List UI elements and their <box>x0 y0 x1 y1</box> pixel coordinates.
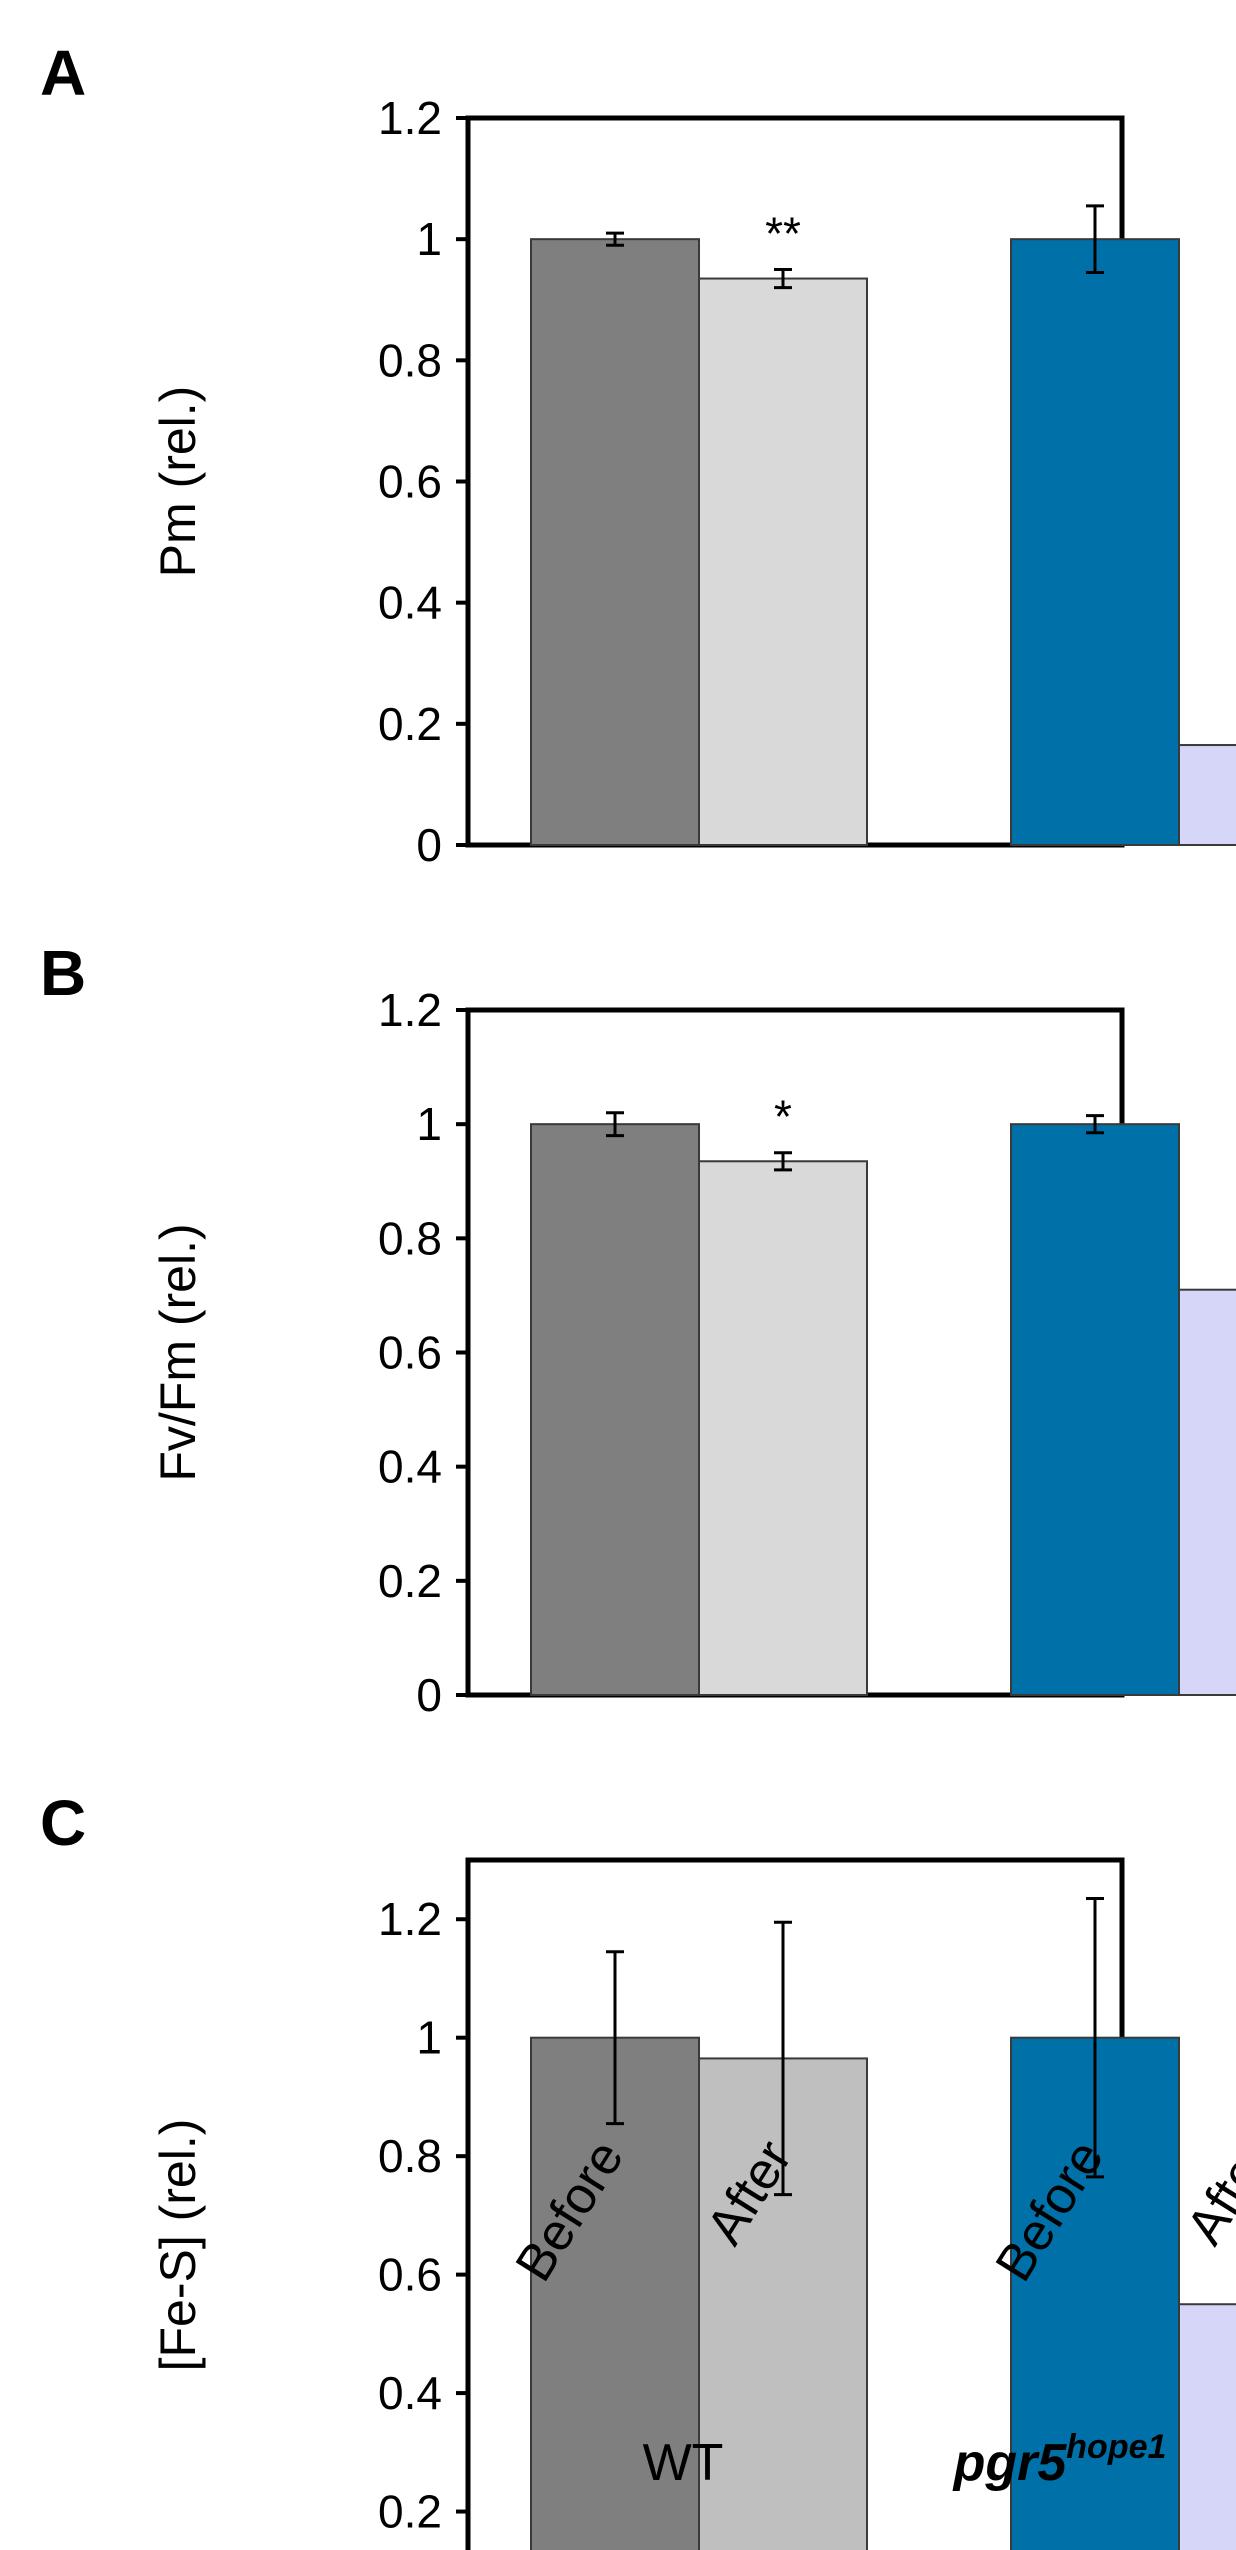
y-tick-label: 1.2 <box>378 92 442 144</box>
bar <box>1010 238 1180 846</box>
y-tick-label: 0.6 <box>378 2249 442 2301</box>
y-tick-label: 1.2 <box>378 1893 442 1945</box>
y-tick-label: 0.2 <box>378 698 442 750</box>
y-tick-label: 1 <box>416 2012 442 2064</box>
panel-letter: C <box>40 1787 86 1859</box>
y-tick-label: 0.8 <box>378 2130 442 2182</box>
y-axis-label: [Fe-S] (rel.) <box>150 2119 206 2372</box>
bar <box>1010 1123 1180 1696</box>
significance-label: ** <box>765 207 801 259</box>
group-label-mutant: pgr5hope1 <box>952 2428 1167 2492</box>
bar <box>530 238 700 846</box>
y-tick-label: 0.8 <box>378 334 442 386</box>
bar <box>698 277 868 846</box>
y-tick-label: 0.2 <box>378 1555 442 1607</box>
group-label-mutant-superscript: hope1 <box>1066 2428 1166 2466</box>
category-label: After <box>1176 2131 1236 2255</box>
y-tick-label: 0 <box>416 1669 442 1721</box>
y-tick-label: 1 <box>416 213 442 265</box>
panel-letter: B <box>40 937 86 1009</box>
y-axis-label: Pm (rel.) <box>150 386 206 578</box>
bar <box>1178 2303 1236 2550</box>
y-tick-label: 0.4 <box>378 1441 442 1493</box>
y-tick-label: 0.6 <box>378 456 442 508</box>
y-tick-label: 0.6 <box>378 1327 442 1379</box>
y-tick-label: 1.2 <box>378 984 442 1036</box>
y-tick-label: 0.4 <box>378 2367 442 2419</box>
panel-letter: A <box>40 37 86 109</box>
bar <box>1178 1288 1236 1697</box>
group-label-wt: WT <box>643 2434 724 2492</box>
y-tick-label: 0.8 <box>378 1212 442 1264</box>
y-tick-label: 0.4 <box>378 577 442 629</box>
chart-panel-a: 00.20.40.60.811.2*****APm (rel.) <box>40 37 1236 871</box>
chart-panel-b: 00.20.40.60.811.2****BFv/Fm (rel.) <box>40 937 1236 1721</box>
y-tick-label: 0.2 <box>378 2486 442 2538</box>
chart-panel-c: 00.20.40.60.811.2*C[Fe-S] (rel.) <box>40 1787 1236 2550</box>
significance-label: * <box>774 1091 792 1143</box>
y-axis-label: Fv/Fm (rel.) <box>150 1223 206 1481</box>
y-tick-label: 0 <box>416 819 442 871</box>
bar <box>530 1123 700 1696</box>
y-tick-label: 1 <box>416 1098 442 1150</box>
bar <box>1178 744 1236 846</box>
group-label-mutant-base: pgr5 <box>952 2434 1068 2492</box>
bar <box>698 1160 868 1697</box>
x-axis-groups: WT pgr5hope1 <box>643 2428 1167 2492</box>
